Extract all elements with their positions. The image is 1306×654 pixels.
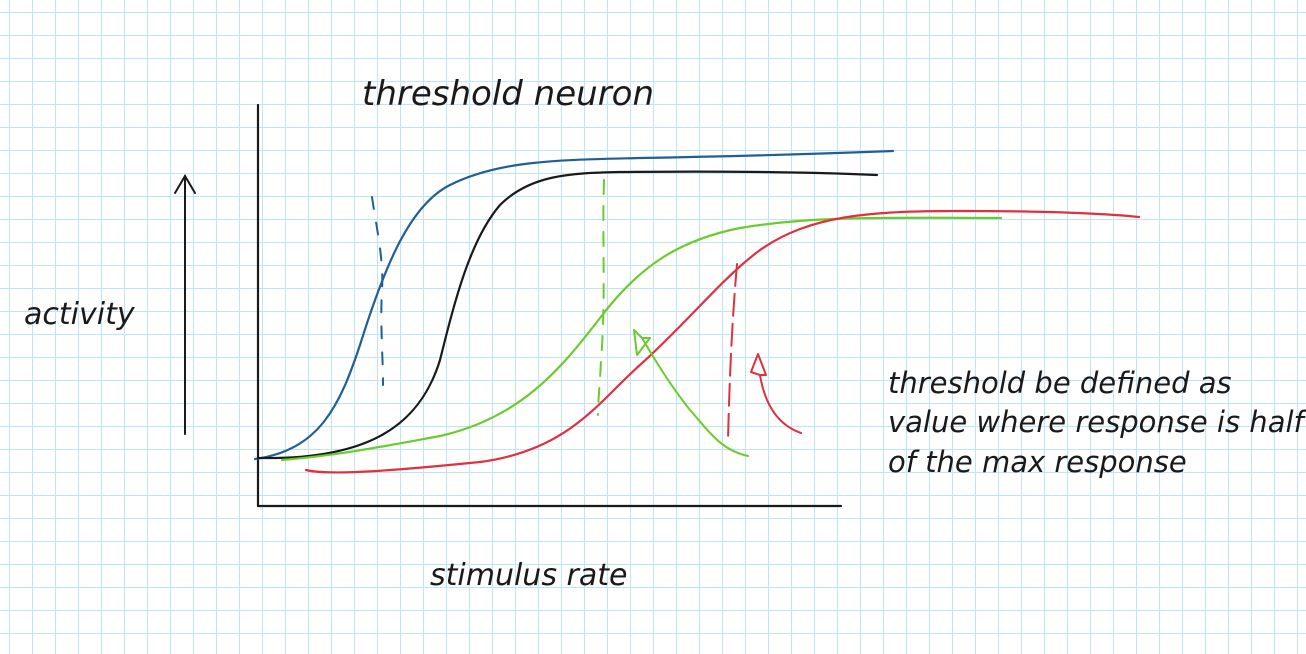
note-line-3: of the max response	[888, 445, 1187, 479]
threshold-marker-blue	[371, 196, 384, 386]
threshold-note: threshold be defined as value where resp…	[888, 366, 1306, 479]
pointer-arrow-red	[750, 353, 802, 434]
curve-blue	[253, 149, 895, 461]
activity-arrow	[174, 174, 196, 435]
y-axis-label: activity	[24, 297, 136, 332]
threshold-marker-green	[597, 179, 605, 416]
chart-title: threshold neuron	[362, 74, 654, 114]
curve-green	[280, 216, 1003, 462]
curve-red	[304, 209, 1141, 474]
x-axis-label: stimulus rate	[430, 558, 627, 593]
pointer-arrow-green	[633, 329, 749, 457]
curve-black	[256, 170, 879, 460]
threshold-marker-red	[727, 263, 738, 441]
note-line-2: value where response is half	[888, 405, 1306, 439]
note-line-1: threshold be defined as	[888, 366, 1232, 400]
